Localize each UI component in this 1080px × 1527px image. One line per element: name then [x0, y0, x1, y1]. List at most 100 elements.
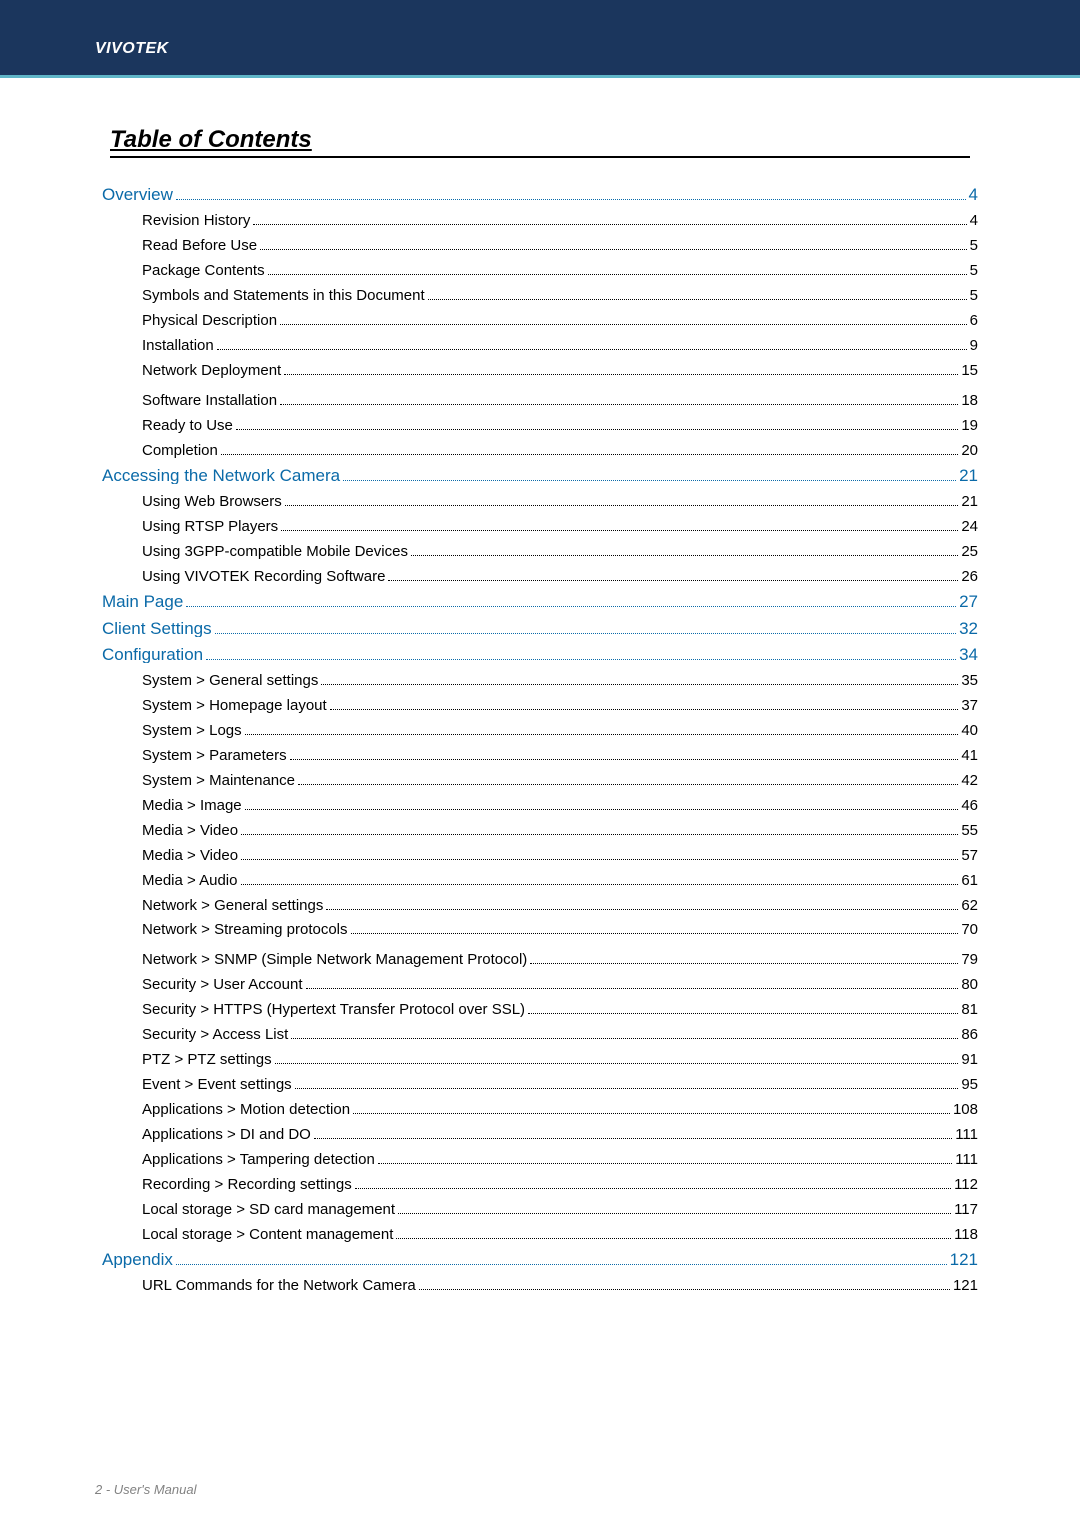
- brand-logo: VIVOTEK: [95, 40, 1080, 58]
- toc-sub-row[interactable]: Using VIVOTEK Recording Software26: [102, 568, 978, 584]
- toc-page-number: 57: [961, 848, 978, 863]
- toc-sub-row[interactable]: Media > Video55: [102, 822, 978, 838]
- toc-label: System > Maintenance: [142, 773, 295, 788]
- toc-page-number: 6: [970, 313, 978, 328]
- toc-page-number: 79: [961, 952, 978, 967]
- toc-leader-dots: [217, 337, 967, 350]
- toc-page-number: 18: [961, 393, 978, 408]
- toc-sub-row[interactable]: Completion20: [102, 442, 978, 458]
- toc-leader-dots: [530, 952, 958, 965]
- toc-page-number: 5: [970, 238, 978, 253]
- toc-sub-row[interactable]: Local storage > SD card management 117: [102, 1201, 978, 1217]
- toc-section-row[interactable]: Appendix121: [102, 1251, 978, 1268]
- toc-leader-dots: [378, 1151, 952, 1164]
- toc-sub-row[interactable]: System > Maintenance 42: [102, 772, 978, 788]
- toc-section-row[interactable]: Main Page27: [102, 593, 978, 610]
- toc-label: Applications > Tampering detection: [142, 1152, 375, 1167]
- toc-leader-dots: [306, 977, 959, 990]
- toc-label: Symbols and Statements in this Document: [142, 288, 425, 303]
- toc-page-number: 91: [961, 1052, 978, 1067]
- toc-page-number: 70: [961, 922, 978, 937]
- toc-sub-row[interactable]: Applications > Tampering detection 111: [102, 1151, 978, 1167]
- toc-label: Media > Audio: [142, 873, 238, 888]
- toc-sub-row[interactable]: Network > Streaming protocols 70: [102, 922, 978, 938]
- toc-page-number: 46: [961, 798, 978, 813]
- toc-label: Recording > Recording settings: [142, 1177, 352, 1192]
- toc-sub-row[interactable]: Symbols and Statements in this Document 5: [102, 287, 978, 303]
- toc-sub-row[interactable]: System > General settings35: [102, 672, 978, 688]
- toc-label: Installation: [142, 338, 214, 353]
- toc-page-number: 24: [961, 519, 978, 534]
- toc-section-row[interactable]: Client Settings32: [102, 619, 978, 636]
- toc-section-row[interactable]: Configuration34: [102, 646, 978, 663]
- toc-sub-row[interactable]: Using 3GPP-compatible Mobile Devices25: [102, 543, 978, 559]
- toc-label: Ready to Use: [142, 418, 233, 433]
- toc-sub-row[interactable]: System > Logs40: [102, 722, 978, 738]
- toc-sub-row[interactable]: Physical Description6: [102, 312, 978, 328]
- toc-label: Security > HTTPS (Hypertext Transfer Pro…: [142, 1002, 525, 1017]
- toc-sub-row[interactable]: Media > Audio61: [102, 872, 978, 888]
- toc-leader-dots: [280, 312, 967, 325]
- toc-page-number: 111: [955, 1127, 978, 1142]
- toc-sub-row[interactable]: Using RTSP Players24: [102, 518, 978, 534]
- toc-sub-row[interactable]: URL Commands for the Network Camera121: [102, 1277, 978, 1293]
- toc-sub-row[interactable]: System > Homepage layout 37: [102, 697, 978, 713]
- page-title: Table of Contents: [110, 126, 970, 158]
- toc-leader-dots: [298, 772, 958, 785]
- toc-label: Media > Image: [142, 798, 242, 813]
- toc-label: Configuration: [102, 646, 203, 663]
- toc-leader-dots: [326, 897, 958, 910]
- toc-leader-dots: [260, 237, 967, 250]
- toc-label: Revision History: [142, 213, 250, 228]
- toc-page-number: 25: [961, 544, 978, 559]
- toc-label: Using Web Browsers: [142, 494, 282, 509]
- toc-label: Applications > Motion detection: [142, 1102, 350, 1117]
- toc-sub-row[interactable]: Applications > DI and DO111: [102, 1126, 978, 1142]
- toc-label: Local storage > SD card management: [142, 1202, 395, 1217]
- toc-sub-row[interactable]: Network > SNMP (Simple Network Managemen…: [102, 952, 978, 968]
- toc-sub-row[interactable]: Revision History4: [102, 212, 978, 228]
- toc-leader-dots: [245, 722, 959, 735]
- toc-label: Using VIVOTEK Recording Software: [142, 569, 385, 584]
- toc-section-row[interactable]: Overview4: [102, 186, 978, 203]
- toc-page-number: 19: [961, 418, 978, 433]
- toc-sub-row[interactable]: Using Web Browsers21: [102, 493, 978, 509]
- toc-sub-row[interactable]: Software Installation18: [102, 392, 978, 408]
- toc-sub-row[interactable]: Installation9: [102, 337, 978, 353]
- toc-page-number: 55: [961, 823, 978, 838]
- toc-sub-row[interactable]: Security > Access List 86: [102, 1026, 978, 1042]
- title-block: Table of Contents: [110, 126, 970, 158]
- toc-leader-dots: [241, 872, 959, 885]
- toc-sub-row[interactable]: Media > Video57: [102, 847, 978, 863]
- toc-leader-dots: [321, 672, 958, 685]
- toc-sub-row[interactable]: System > Parameters 41: [102, 747, 978, 763]
- toc-sub-row[interactable]: Network Deployment15: [102, 362, 978, 378]
- toc-page-number: 42: [961, 773, 978, 788]
- toc-sub-row[interactable]: Applications > Motion detection108: [102, 1101, 978, 1117]
- toc-sub-row[interactable]: Read Before Use5: [102, 237, 978, 253]
- toc-label: Security > Access List: [142, 1027, 288, 1042]
- toc-leader-dots: [528, 1002, 958, 1015]
- toc-leader-dots: [186, 593, 956, 607]
- toc-section-row[interactable]: Accessing the Network Camera21: [102, 467, 978, 484]
- toc-page-number: 5: [970, 288, 978, 303]
- toc-sub-row[interactable]: Media > Image 46: [102, 797, 978, 813]
- toc-sub-row[interactable]: Recording > Recording settings 112: [102, 1176, 978, 1192]
- toc-sub-row[interactable]: Ready to Use 19: [102, 417, 978, 433]
- toc-leader-dots: [236, 417, 958, 430]
- toc-sub-row[interactable]: Package Contents5: [102, 262, 978, 278]
- toc-sub-row[interactable]: Security > HTTPS (Hypertext Transfer Pro…: [102, 1002, 978, 1018]
- toc-page-number: 21: [959, 467, 978, 484]
- toc-sub-row[interactable]: Local storage > Content management 118: [102, 1226, 978, 1242]
- toc-sub-row[interactable]: PTZ > PTZ settings91: [102, 1051, 978, 1067]
- toc-sub-row[interactable]: Security > User Account80: [102, 977, 978, 993]
- toc-label: System > General settings: [142, 673, 318, 688]
- toc-sub-row[interactable]: Event > Event settings95: [102, 1076, 978, 1092]
- toc-page-number: 111: [955, 1152, 978, 1167]
- toc-page-number: 121: [953, 1278, 978, 1293]
- toc-sub-row[interactable]: Network > General settings62: [102, 897, 978, 913]
- toc-label: Client Settings: [102, 620, 212, 637]
- toc-leader-dots: [241, 822, 958, 835]
- toc-leader-dots: [275, 1051, 959, 1064]
- toc-page-number: 40: [961, 723, 978, 738]
